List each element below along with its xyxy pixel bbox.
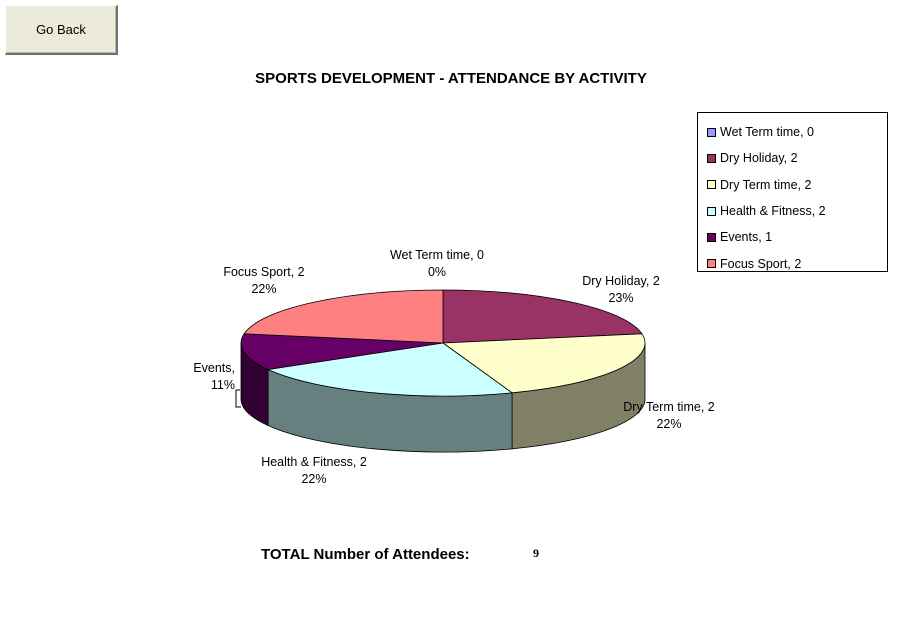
legend-swatch xyxy=(707,127,716,137)
data-label-percent: 22% xyxy=(301,472,326,486)
chart-title: SPORTS DEVELOPMENT - ATTENDANCE BY ACTIV… xyxy=(255,70,647,87)
go-back-button[interactable]: Go Back xyxy=(5,5,118,55)
legend-label: Events, 1 xyxy=(720,230,773,245)
data-label: Dry Term time, 2 22% xyxy=(623,400,714,431)
chart-legend: Wet Term time, 0 Dry Holiday, 2 Dry Term… xyxy=(697,112,888,272)
data-label: Health & Fitness, 2 22% xyxy=(261,455,367,486)
leader-line xyxy=(235,389,241,408)
data-label: Focus Sport, 2 22% xyxy=(223,265,304,296)
legend-swatch xyxy=(707,153,716,163)
data-label-name: Events, xyxy=(193,361,235,375)
legend-item: Focus Sport, 2 xyxy=(707,250,887,276)
data-label-name: Health & Fitness, 2 xyxy=(261,455,367,469)
legend-swatch xyxy=(707,180,716,190)
legend-swatch xyxy=(707,232,716,242)
pie-slice xyxy=(266,342,514,397)
total-attendees-value: 9 xyxy=(533,546,539,560)
legend-label: Focus Sport, 2 xyxy=(720,256,802,271)
legend-item: Wet Term time, 0 xyxy=(707,119,887,145)
pie-slice xyxy=(243,289,444,344)
data-label-name: Dry Term time, 2 xyxy=(623,400,714,414)
pie-slice xyxy=(442,289,643,344)
data-label-percent: 0% xyxy=(428,265,446,279)
data-label-percent: 11% xyxy=(211,378,235,392)
legend-label: Wet Term time, 0 xyxy=(720,125,815,140)
legend-swatch xyxy=(707,206,716,216)
pie-slice xyxy=(441,333,646,394)
data-label: Dry Holiday, 2 23% xyxy=(582,274,660,305)
legend-item: Events, 1 xyxy=(707,224,887,250)
data-label: Events, 11% xyxy=(193,361,235,392)
legend-label: Dry Term time, 2 xyxy=(720,177,812,192)
legend-item: Dry Term time, 2 xyxy=(707,172,887,198)
pie-slice xyxy=(240,333,444,370)
data-label-name: Dry Holiday, 2 xyxy=(582,274,660,288)
pie-tops xyxy=(240,289,646,397)
legend-label: Health & Fitness, 2 xyxy=(720,204,826,219)
legend-swatch xyxy=(707,259,716,269)
legend-item: Dry Holiday, 2 xyxy=(707,145,887,171)
data-label-name: Wet Term time, 0 xyxy=(390,248,484,262)
data-label: Wet Term time, 0 0% xyxy=(390,248,484,279)
legend-label: Dry Holiday, 2 xyxy=(720,151,798,166)
total-attendees-label: TOTAL Number of Attendees: xyxy=(261,546,470,563)
data-label-percent: 22% xyxy=(251,282,276,296)
legend-item: Health & Fitness, 2 xyxy=(707,198,887,224)
data-label-percent: 23% xyxy=(608,291,633,305)
data-label-name: Focus Sport, 2 xyxy=(223,265,304,279)
data-label-percent: 22% xyxy=(656,417,681,431)
